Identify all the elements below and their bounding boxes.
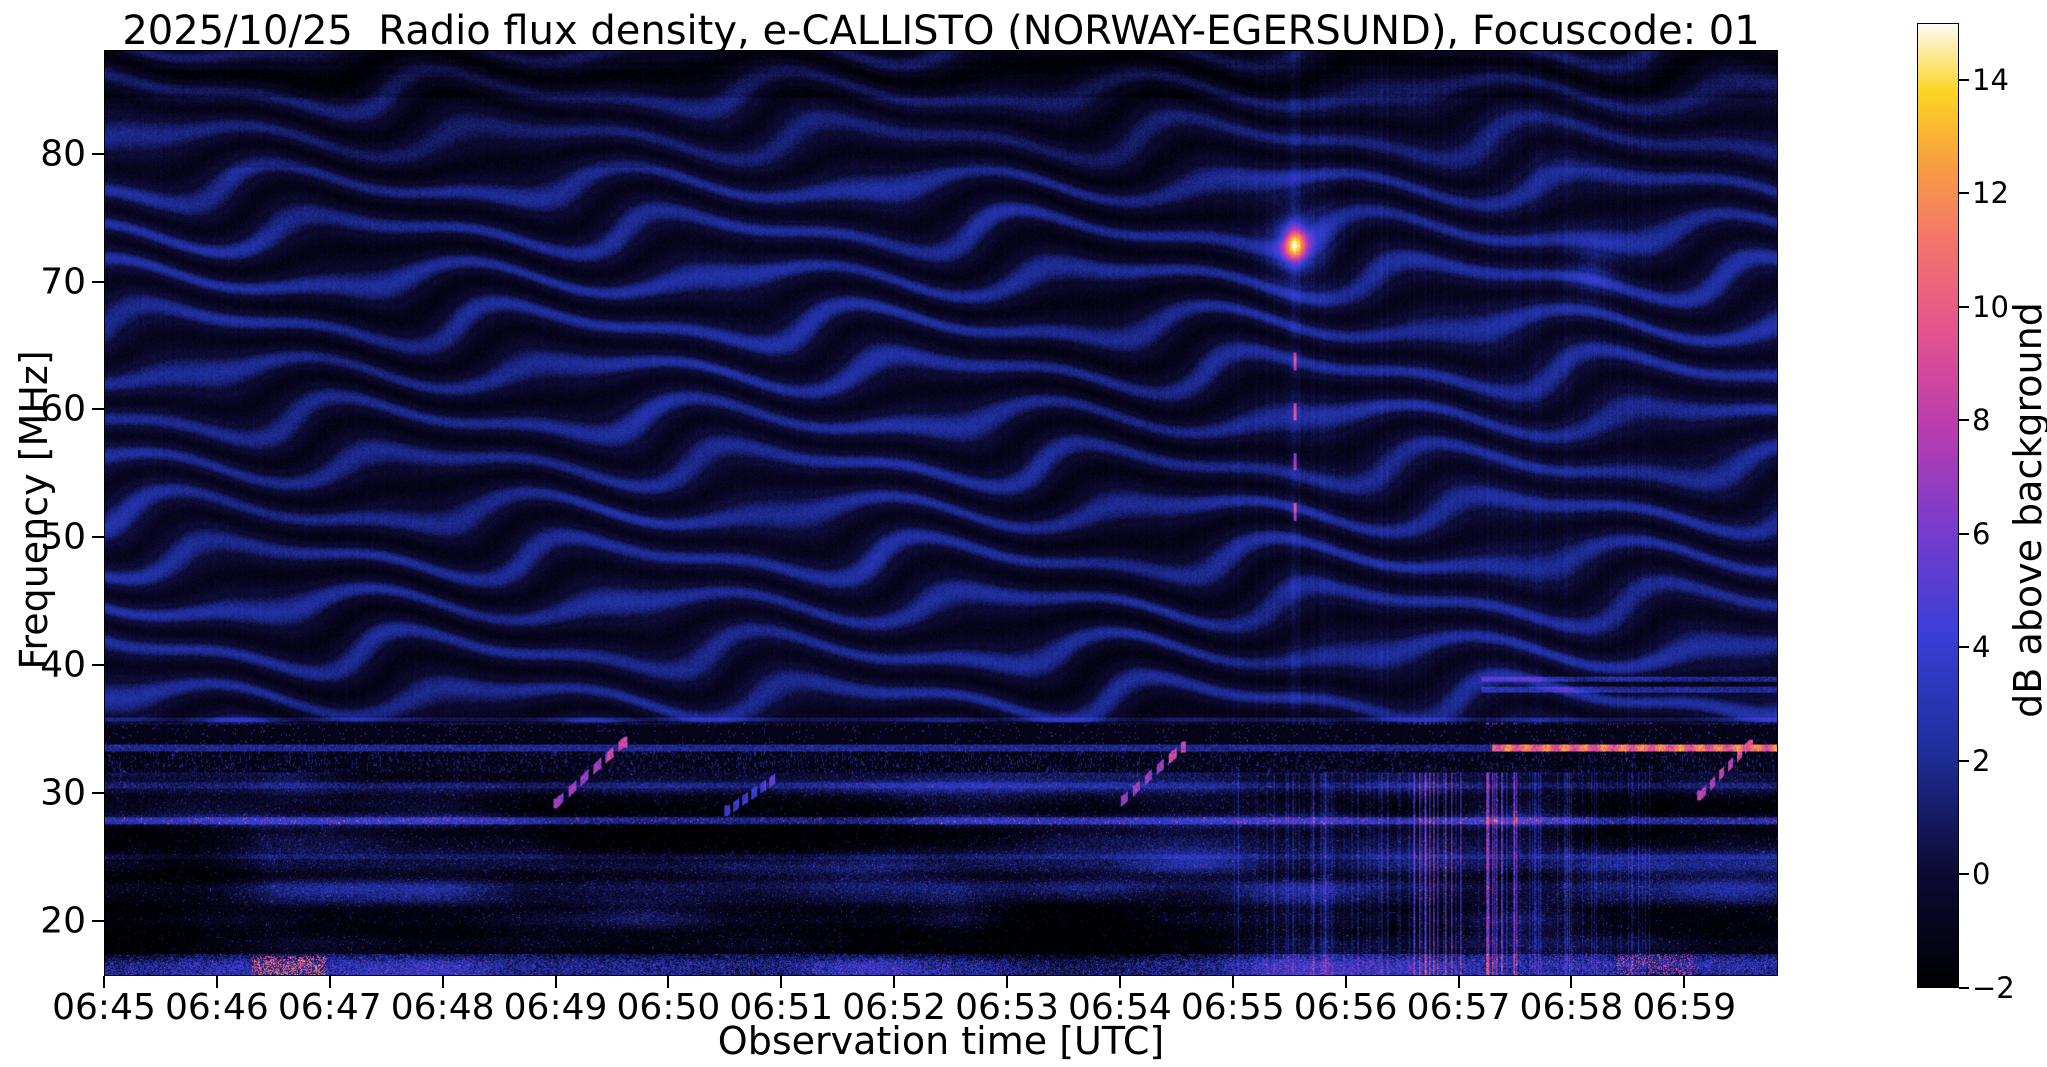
x-tick-mark: [215, 976, 218, 988]
x-tick-mark: [1683, 976, 1686, 988]
spectrogram-canvas: [105, 51, 1777, 975]
colorbar-tick-mark: [1959, 419, 1969, 422]
colorbar-tick-label: 4: [1972, 630, 1991, 665]
y-tick-mark: [92, 408, 104, 411]
colorbar-tick-label: 6: [1972, 516, 1991, 551]
y-tick-mark: [92, 280, 104, 283]
colorbar-tick-mark: [1959, 987, 1969, 989]
plot-area: [104, 50, 1778, 976]
y-axis-label: Frequency [MHz]: [12, 350, 56, 670]
colorbar-tick-label: 8: [1972, 403, 1991, 438]
x-tick-mark: [667, 976, 670, 988]
y-tick-label: 70: [40, 261, 86, 302]
x-tick-mark: [1344, 976, 1347, 988]
colorbar-tick-mark: [1959, 873, 1969, 876]
colorbar-tick-label: 2: [1972, 743, 1991, 778]
colorbar-gradient: [1918, 24, 1958, 987]
colorbar-label: dB above background: [2006, 302, 2047, 718]
y-tick-label: 80: [40, 133, 86, 175]
y-tick-label: 20: [40, 900, 86, 942]
x-tick-mark: [1118, 976, 1121, 988]
colorbar-tick-label: −2: [1972, 971, 2015, 1005]
x-tick-mark: [780, 976, 783, 988]
colorbar-tick-mark: [1959, 759, 1969, 762]
y-tick-mark: [92, 920, 104, 922]
colorbar-tick-label: 10: [1972, 289, 2009, 324]
colorbar-tick-mark: [1959, 192, 1969, 195]
y-tick-mark: [92, 664, 104, 667]
x-tick-mark: [554, 976, 557, 988]
colorbar-tick-label: 12: [1972, 176, 2009, 211]
colorbar-tick-mark: [1959, 305, 1969, 308]
colorbar-tick-mark: [1959, 646, 1969, 649]
colorbar-tick-label: 0: [1972, 857, 1991, 892]
x-tick-mark: [328, 976, 331, 988]
x-tick-mark: [893, 976, 896, 988]
y-tick-mark: [92, 536, 104, 539]
x-axis-label: Observation time [UTC]: [717, 1019, 1165, 1063]
x-tick-mark: [1570, 976, 1573, 988]
x-tick-mark: [441, 976, 444, 988]
colorbar-tick-label: 14: [1972, 62, 2009, 97]
chart-title: 2025/10/25 Radio flux density, e-CALLIST…: [122, 8, 1760, 54]
y-tick-label: 30: [40, 772, 86, 814]
colorbar-tick-mark: [1959, 532, 1969, 535]
y-tick-mark: [92, 792, 104, 795]
x-tick-mark: [1231, 976, 1234, 988]
colorbar: [1917, 23, 1959, 988]
x-tick-mark: [1457, 976, 1460, 988]
y-tick-mark: [92, 152, 104, 155]
x-tick-mark: [1006, 976, 1009, 988]
x-tick-mark: [103, 976, 105, 988]
colorbar-tick-mark: [1959, 78, 1969, 81]
